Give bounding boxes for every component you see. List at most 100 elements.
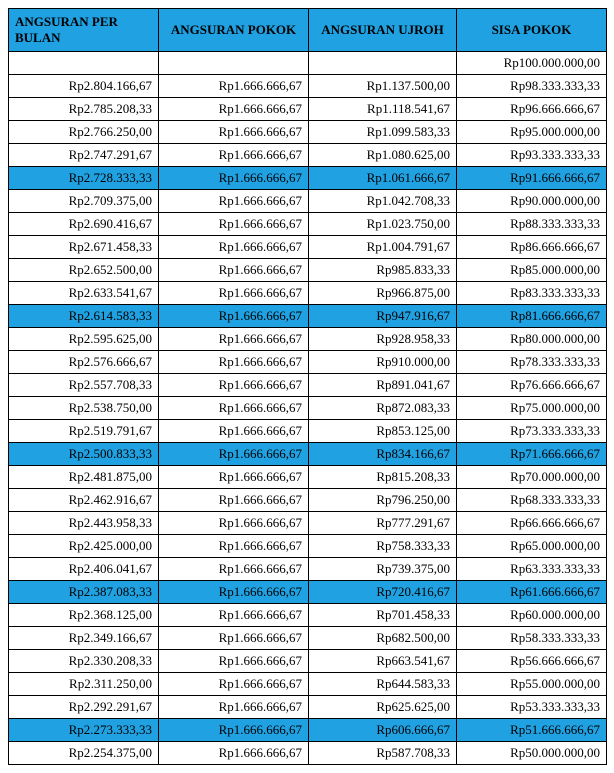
table-cell: Rp2.633.541,67 (9, 282, 159, 305)
table-cell: Rp1.666.666,67 (159, 282, 309, 305)
table-cell: Rp1.666.666,67 (159, 75, 309, 98)
table-cell: Rp2.368.125,00 (9, 604, 159, 627)
table-cell: Rp663.541,67 (309, 650, 457, 673)
table-row: Rp2.406.041,67Rp1.666.666,67Rp739.375,00… (9, 558, 607, 581)
table-cell: Rp90.000.000,00 (457, 190, 607, 213)
table-cell: Rp2.406.041,67 (9, 558, 159, 581)
table-row: Rp100.000.000,00 (9, 52, 607, 75)
table-row: Rp2.425.000,00Rp1.666.666,67Rp758.333,33… (9, 535, 607, 558)
table-cell: Rp1.004.791,67 (309, 236, 457, 259)
table-cell: Rp65.000.000,00 (457, 535, 607, 558)
table-cell: Rp1.666.666,67 (159, 558, 309, 581)
table-row: Rp2.785.208,33Rp1.666.666,67Rp1.118.541,… (9, 98, 607, 121)
table-cell: Rp2.311.250,00 (9, 673, 159, 696)
table-row: Rp2.728.333,33Rp1.666.666,67Rp1.061.666,… (9, 167, 607, 190)
table-cell: Rp815.208,33 (309, 466, 457, 489)
table-cell: Rp55.000.000,00 (457, 673, 607, 696)
table-cell: Rp1.666.666,67 (159, 535, 309, 558)
table-row: Rp2.690.416,67Rp1.666.666,67Rp1.023.750,… (9, 213, 607, 236)
table-row: Rp2.311.250,00Rp1.666.666,67Rp644.583,33… (9, 673, 607, 696)
table-cell: Rp1.666.666,67 (159, 627, 309, 650)
table-header-row: ANGSURAN PER BULAN ANGSURAN POKOK ANGSUR… (9, 9, 607, 52)
table-cell: Rp2.443.958,33 (9, 512, 159, 535)
table-cell: Rp2.292.291,67 (9, 696, 159, 719)
table-cell: Rp71.666.666,67 (457, 443, 607, 466)
table-cell: Rp777.291,67 (309, 512, 457, 535)
table-cell: Rp1.666.666,67 (159, 443, 309, 466)
table-cell: Rp63.333.333,33 (457, 558, 607, 581)
table-cell: Rp701.458,33 (309, 604, 457, 627)
table-row: Rp2.595.625,00Rp1.666.666,67Rp928.958,33… (9, 328, 607, 351)
table-row: Rp2.709.375,00Rp1.666.666,67Rp1.042.708,… (9, 190, 607, 213)
table-cell: Rp720.416,67 (309, 581, 457, 604)
table-row: Rp2.481.875,00Rp1.666.666,67Rp815.208,33… (9, 466, 607, 489)
table-cell: Rp872.083,33 (309, 397, 457, 420)
table-cell: Rp1.666.666,67 (159, 305, 309, 328)
table-row: Rp2.254.375,00Rp1.666.666,67Rp587.708,33… (9, 742, 607, 765)
table-cell: Rp93.333.333,33 (457, 144, 607, 167)
table-cell: Rp587.708,33 (309, 742, 457, 765)
table-cell: Rp2.500.833,33 (9, 443, 159, 466)
table-cell: Rp1.666.666,67 (159, 190, 309, 213)
table-cell: Rp78.333.333,33 (457, 351, 607, 374)
table-cell: Rp60.000.000,00 (457, 604, 607, 627)
col-header-angsuran-ujroh: ANGSURAN UJROH (309, 9, 457, 52)
table-cell: Rp100.000.000,00 (457, 52, 607, 75)
table-cell: Rp2.387.083,33 (9, 581, 159, 604)
table-cell: Rp2.728.333,33 (9, 167, 159, 190)
table-row: Rp2.368.125,00Rp1.666.666,67Rp701.458,33… (9, 604, 607, 627)
table-row: Rp2.614.583,33Rp1.666.666,67Rp947.916,67… (9, 305, 607, 328)
table-cell: Rp2.652.500,00 (9, 259, 159, 282)
table-cell: Rp606.666,67 (309, 719, 457, 742)
table-cell: Rp2.785.208,33 (9, 98, 159, 121)
table-cell: Rp1.666.666,67 (159, 374, 309, 397)
table-cell: Rp73.333.333,33 (457, 420, 607, 443)
table-row: Rp2.349.166,67Rp1.666.666,67Rp682.500,00… (9, 627, 607, 650)
table-cell: Rp58.333.333,33 (457, 627, 607, 650)
table-cell: Rp1.666.666,67 (159, 121, 309, 144)
table-cell: Rp2.557.708,33 (9, 374, 159, 397)
table-cell: Rp1.666.666,67 (159, 512, 309, 535)
table-cell: Rp2.273.333,33 (9, 719, 159, 742)
table-row: Rp2.519.791,67Rp1.666.666,67Rp853.125,00… (9, 420, 607, 443)
table-row: Rp2.500.833,33Rp1.666.666,67Rp834.166,67… (9, 443, 607, 466)
table-row: Rp2.557.708,33Rp1.666.666,67Rp891.041,67… (9, 374, 607, 397)
table-cell: Rp1.666.666,67 (159, 351, 309, 374)
table-cell: Rp985.833,33 (309, 259, 457, 282)
table-cell: Rp853.125,00 (309, 420, 457, 443)
table-cell: Rp96.666.666,67 (457, 98, 607, 121)
table-cell: Rp1.666.666,67 (159, 213, 309, 236)
table-cell: Rp834.166,67 (309, 443, 457, 466)
table-row: Rp2.292.291,67Rp1.666.666,67Rp625.625,00… (9, 696, 607, 719)
table-row: Rp2.766.250,00Rp1.666.666,67Rp1.099.583,… (9, 121, 607, 144)
table-cell: Rp1.666.666,67 (159, 742, 309, 765)
table-cell: Rp1.666.666,67 (159, 328, 309, 351)
table-cell: Rp2.690.416,67 (9, 213, 159, 236)
table-cell: Rp1.666.666,67 (159, 397, 309, 420)
table-cell: Rp2.766.250,00 (9, 121, 159, 144)
table-cell: Rp1.666.666,67 (159, 420, 309, 443)
table-cell: Rp1.666.666,67 (159, 489, 309, 512)
table-cell: Rp91.666.666,67 (457, 167, 607, 190)
table-cell: Rp1.666.666,67 (159, 673, 309, 696)
table-cell: Rp85.000.000,00 (457, 259, 607, 282)
table-cell: Rp625.625,00 (309, 696, 457, 719)
table-cell: Rp95.000.000,00 (457, 121, 607, 144)
table-cell: Rp1.118.541,67 (309, 98, 457, 121)
table-cell: Rp86.666.666,67 (457, 236, 607, 259)
table-cell: Rp81.666.666,67 (457, 305, 607, 328)
table-cell: Rp2.481.875,00 (9, 466, 159, 489)
table-cell (309, 52, 457, 75)
amortization-table: ANGSURAN PER BULAN ANGSURAN POKOK ANGSUR… (8, 8, 607, 765)
table-cell: Rp1.042.708,33 (309, 190, 457, 213)
table-cell: Rp2.349.166,67 (9, 627, 159, 650)
table-row: Rp2.387.083,33Rp1.666.666,67Rp720.416,67… (9, 581, 607, 604)
table-cell: Rp1.061.666,67 (309, 167, 457, 190)
table-cell: Rp644.583,33 (309, 673, 457, 696)
table-cell: Rp1.666.666,67 (159, 236, 309, 259)
table-cell: Rp739.375,00 (309, 558, 457, 581)
table-cell: Rp51.666.666,67 (457, 719, 607, 742)
table-cell (9, 52, 159, 75)
table-cell: Rp1.666.666,67 (159, 167, 309, 190)
table-row: Rp2.747.291,67Rp1.666.666,67Rp1.080.625,… (9, 144, 607, 167)
